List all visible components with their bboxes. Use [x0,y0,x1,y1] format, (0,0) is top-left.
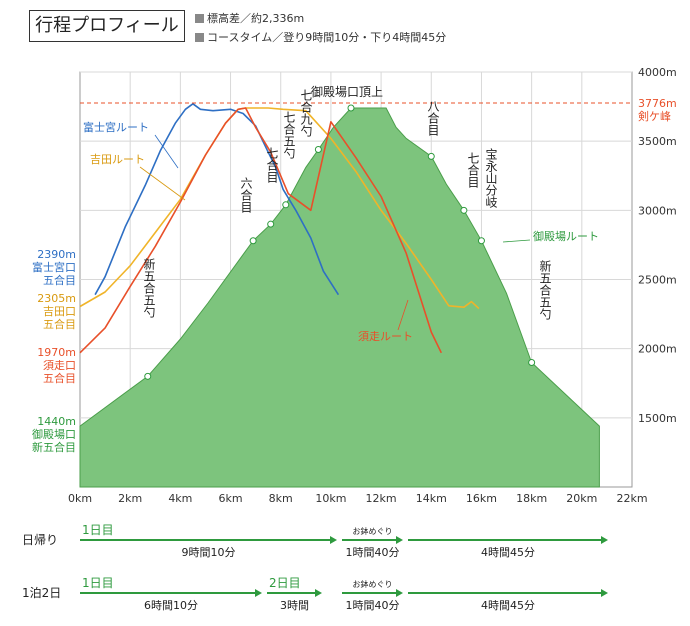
schedule-time-label: 9時間10分 [182,546,236,559]
schedule-day-label: 1日目 [82,576,114,590]
route-line [79,107,480,310]
x-tick-label: 18km [516,492,547,505]
arrow-head-icon [330,536,337,544]
stat-value: 約2,336m [251,12,305,25]
y-tick-label: 1500m [638,412,677,425]
y-tick-label: 2500m [638,274,677,287]
start-elevation-label: 2390m [37,248,76,261]
station-label: 新五合五勺 [538,259,552,320]
x-tick-label: 6km [218,492,242,505]
route-line [94,103,340,296]
start-name-label: 新五合目 [32,440,76,454]
schedule-note-label: お鉢めぐり [353,579,393,589]
station-marker [249,237,257,245]
arrow-head-icon [396,536,403,544]
station-label: 宝永山分岐 [484,148,498,208]
course-time-stat: コースタイム／登り9時間10分・下り4時間45分 [195,29,446,45]
station-marker [314,145,322,153]
stat-label: 標高差 [207,12,240,25]
x-tick-label: 12km [366,492,397,505]
x-tick-label: 4km [168,492,192,505]
x-tick-label: 10km [315,492,346,505]
route-leader-line [502,239,531,243]
arrow-head-icon [315,589,322,597]
route-leader-line [139,166,186,201]
station-label: 六合目 [239,177,253,213]
x-tick-label: 14km [416,492,447,505]
route-line [79,107,443,354]
schedule-time-label: 4時間45分 [481,599,535,612]
start-name-label: 須走口 [43,359,76,372]
station-label: 八合目 [426,100,440,136]
station-label: 七合目 [265,147,279,183]
y-tick-label: 3500m [638,135,677,148]
start-name-label: 吉田口 [43,305,76,318]
arrow-head-icon [396,589,403,597]
station-marker [427,152,435,160]
station-marker [528,359,536,366]
arrow-head-icon [601,536,608,544]
x-tick-label: 20km [566,492,597,505]
y-tick-label: 3000m [638,204,677,217]
stat-label: コースタイム [207,31,273,44]
station-marker [144,372,152,380]
station-marker [460,206,468,214]
x-tick-label: 0km [68,492,92,505]
start-name-label: 五合目 [43,371,76,385]
route-leader-line [397,299,409,331]
station-marker [477,237,485,245]
station-label: 七合九勺 [299,89,313,137]
schedule-note-label: お鉢めぐり [353,526,393,536]
station-marker [347,104,355,112]
start-name-label: 五合目 [43,317,76,331]
x-tick-label: 22km [616,492,647,505]
route-name-label: 吉田ルート [90,153,145,166]
page-title: 行程プロフィール [29,10,185,42]
square-bullet-icon [195,33,204,42]
elevation-diff-stat: 標高差／約2,336m [195,10,304,26]
station-label: 御殿場口頂上 [311,84,383,99]
schedule-time-label: 1時間40分 [346,546,400,559]
schedule-day-label: 2日目 [269,576,301,590]
station-label: 新五合五勺 [142,257,156,318]
arrow-head-icon [601,589,608,597]
summit-name-label: 剣ケ峰 [638,110,671,123]
square-bullet-icon [195,14,204,23]
x-tick-label: 8km [269,492,293,505]
schedule-time-label: 3時間 [280,599,309,612]
route-name-label: 富士宮ルート [83,120,149,134]
route-name-label: 須走ルート [358,330,413,343]
start-elevation-label: 1970m [37,346,76,359]
schedule-day-label: 1日目 [82,523,114,537]
route-leader-line [154,134,179,169]
x-tick-label: 16km [466,492,497,505]
station-label: 七合目 [466,152,480,188]
station-marker [282,201,290,209]
route-name-label: 御殿場ルート [533,229,599,243]
start-name-label: 富士宮口 [32,260,76,274]
station-label: 七合五勺 [282,111,296,159]
schedule-label: 1泊2日 [22,586,61,600]
station-marker [267,220,275,228]
start-name-label: 御殿場口 [32,427,76,441]
start-elevation-label: 2305m [37,292,76,305]
schedule-time-label: 1時間40分 [346,599,400,612]
summit-elevation-label: 3776m [638,97,677,110]
stat-value: 登り9時間10分・下り4時間45分 [283,31,447,44]
schedule-time-label: 4時間45分 [481,546,535,559]
y-tick-label: 2000m [638,343,677,356]
y-tick-label: 4000m [638,66,677,79]
arrow-head-icon [255,589,262,597]
x-tick-label: 2km [118,492,142,505]
start-name-label: 五合目 [43,273,76,287]
schedule-time-label: 6時間10分 [144,599,198,612]
start-elevation-label: 1440m [37,415,76,428]
schedule-label: 日帰り [22,533,58,547]
